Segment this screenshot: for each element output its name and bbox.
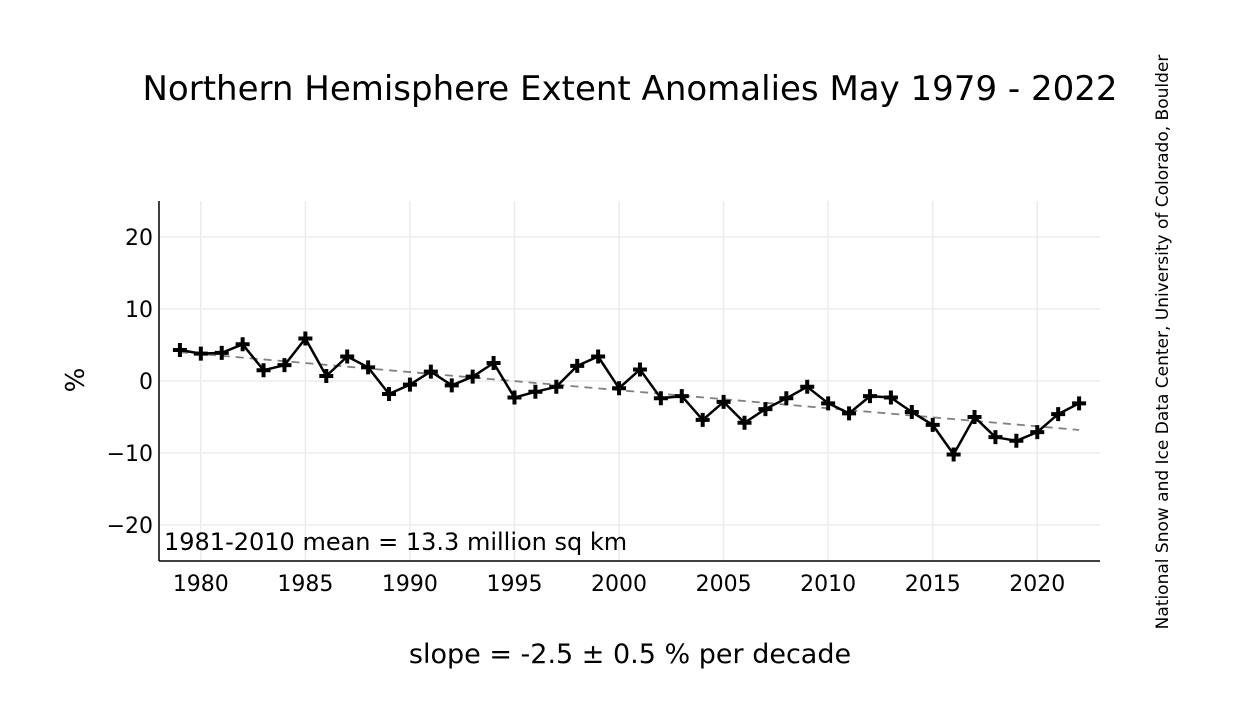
data-point — [402, 377, 417, 392]
x-tick-label: 1990 — [382, 572, 438, 597]
data-point — [235, 337, 250, 352]
data-point — [1030, 425, 1045, 440]
data-point — [925, 417, 940, 432]
slope-annotation: slope = -2.5 ± 0.5 % per decade — [409, 639, 851, 670]
trend-line-layer — [179, 351, 1080, 431]
axes — [158, 201, 1100, 562]
x-tick-label: 2010 — [800, 572, 856, 597]
data-point — [486, 356, 501, 370]
mean-annotation: 1981-2010 mean = 13.3 million sq km — [164, 528, 627, 556]
data-point — [1009, 433, 1024, 448]
data-point — [716, 394, 731, 409]
data-point — [465, 369, 480, 384]
x-tick-label: 2000 — [591, 572, 647, 597]
data-point — [988, 430, 1003, 445]
data-point — [842, 406, 857, 421]
data-point — [904, 404, 919, 419]
y-tick-label: 20 — [125, 226, 153, 251]
data-point — [821, 396, 836, 411]
y-tick-label: −10 — [107, 442, 153, 467]
x-tick-label: 2015 — [905, 572, 961, 597]
data-point — [1051, 407, 1066, 422]
data-point — [444, 378, 459, 393]
y-axis-label: % — [61, 368, 91, 393]
trend-line — [179, 351, 1080, 431]
data-point — [528, 384, 543, 399]
y-tick-label: −20 — [107, 514, 153, 539]
data-point — [695, 412, 710, 427]
data-point — [214, 345, 229, 360]
data-point — [382, 386, 397, 401]
y-tick-label: 10 — [125, 298, 153, 323]
x-tick-label: 1995 — [486, 572, 542, 597]
x-tick-label: 1980 — [173, 572, 229, 597]
x-tick-label: 1985 — [277, 572, 333, 597]
data-point — [800, 379, 815, 394]
data-point — [277, 358, 292, 373]
data-point — [591, 349, 606, 364]
credit-text: National Snow and Ice Data Center, Unive… — [1153, 55, 1173, 630]
series-line — [179, 337, 1080, 456]
tick-labels: 1980 1985 1990 1995 2000 2005 2010 2015 20202010… — [107, 226, 1066, 597]
data-point — [193, 346, 208, 361]
data-point — [340, 349, 355, 364]
data-point — [549, 379, 564, 394]
x-tick-label: 2020 — [1009, 572, 1065, 597]
series-layer — [172, 331, 1087, 462]
x-tick-label: 2005 — [696, 572, 752, 597]
data-point — [319, 368, 334, 383]
data-point — [674, 389, 689, 404]
data-point — [883, 390, 898, 405]
data-point — [946, 447, 961, 462]
data-point — [737, 415, 752, 430]
data-point — [1072, 396, 1087, 411]
data-point — [570, 358, 585, 373]
data-point — [298, 331, 313, 346]
data-point — [862, 389, 877, 404]
data-point — [423, 364, 438, 379]
data-point — [967, 410, 982, 424]
data-point — [507, 390, 522, 405]
data-point — [612, 381, 627, 396]
data-point — [361, 360, 376, 375]
chart-title: Northern Hemisphere Extent Anomalies May… — [143, 69, 1118, 109]
data-point — [779, 391, 794, 406]
data-point — [632, 362, 647, 377]
data-point — [653, 391, 668, 406]
y-tick-label: 0 — [139, 370, 153, 395]
data-point — [758, 402, 773, 417]
grid — [159, 201, 1100, 561]
data-point — [256, 363, 271, 378]
data-point — [172, 343, 187, 358]
